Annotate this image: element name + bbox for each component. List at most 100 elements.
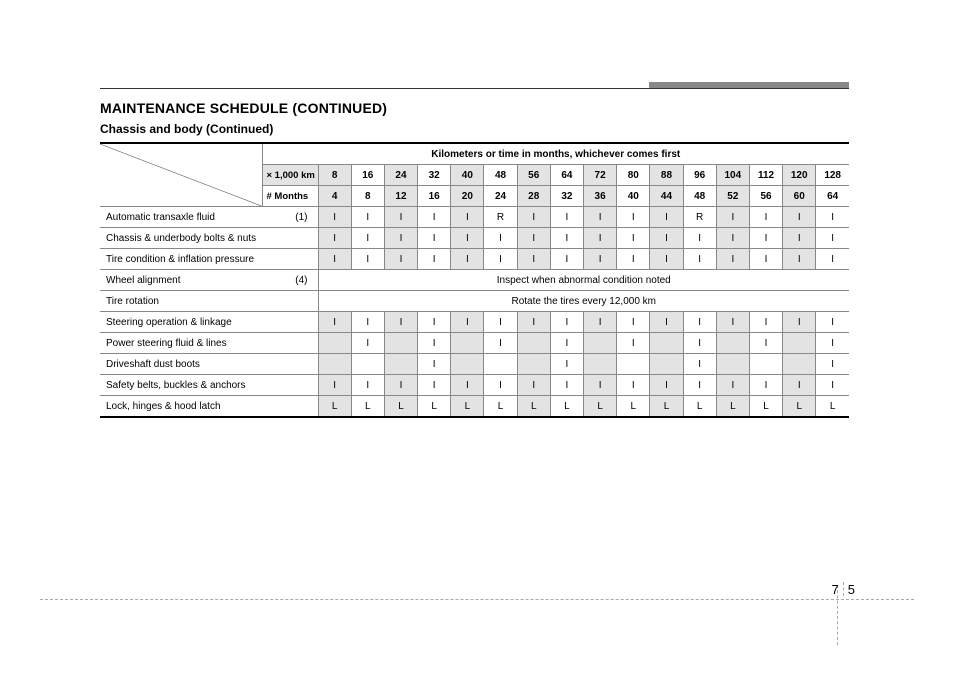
header-number: 88 xyxy=(650,165,683,186)
table-cell: I xyxy=(617,375,650,396)
table-cell: I xyxy=(418,312,451,333)
table-cell: L xyxy=(650,396,683,418)
header-number: 96 xyxy=(683,165,716,186)
table-cell: L xyxy=(783,396,816,418)
table-cell: I xyxy=(584,249,617,270)
table-cell: I xyxy=(749,375,782,396)
header-number: 112 xyxy=(749,165,782,186)
table-cell: I xyxy=(683,375,716,396)
table-cell: L xyxy=(517,396,550,418)
table-cell xyxy=(650,354,683,375)
table-cell: I xyxy=(783,375,816,396)
header-number: 20 xyxy=(451,186,484,207)
table-cell xyxy=(716,333,749,354)
table-cell: L xyxy=(451,396,484,418)
page-number: 75 xyxy=(832,582,856,597)
table-cell: I xyxy=(484,249,517,270)
table-cell: I xyxy=(484,312,517,333)
table-cell: I xyxy=(716,375,749,396)
table-cell xyxy=(451,333,484,354)
table-cell: I xyxy=(351,228,384,249)
table-cell xyxy=(716,354,749,375)
table-cell xyxy=(650,333,683,354)
table-cell: I xyxy=(749,207,782,228)
table-cell: I xyxy=(749,228,782,249)
table-cell: I xyxy=(650,228,683,249)
table-cell: L xyxy=(584,396,617,418)
table-cell: I xyxy=(484,375,517,396)
table-cell: I xyxy=(418,333,451,354)
row-label: Tire rotation xyxy=(100,291,318,312)
table-cell xyxy=(783,333,816,354)
header-number: 60 xyxy=(783,186,816,207)
header-number: 40 xyxy=(617,186,650,207)
table-cell xyxy=(584,333,617,354)
row-label: Safety belts, buckles & anchors xyxy=(100,375,318,396)
table-cell: I xyxy=(716,249,749,270)
table-cell: I xyxy=(650,375,683,396)
table-cell: I xyxy=(617,207,650,228)
table-cell: L xyxy=(318,396,351,418)
table-cell: I xyxy=(584,228,617,249)
table-cell: I xyxy=(418,249,451,270)
table-cell: I xyxy=(716,312,749,333)
table-cell: I xyxy=(384,312,417,333)
table-cell: I xyxy=(584,207,617,228)
header-number: 16 xyxy=(418,186,451,207)
row-label: Chassis & underbody bolts & nuts xyxy=(100,228,318,249)
row-label: Automatic transaxle fluid(1) xyxy=(100,207,318,228)
table-cell: L xyxy=(617,396,650,418)
header-number: 40 xyxy=(451,165,484,186)
table-cell: I xyxy=(783,228,816,249)
table-cell xyxy=(617,354,650,375)
table-cell: I xyxy=(384,228,417,249)
table-cell: I xyxy=(749,312,782,333)
header-number: 32 xyxy=(550,186,583,207)
table-cell: I xyxy=(318,249,351,270)
table-cell: L xyxy=(351,396,384,418)
table-cell: I xyxy=(318,312,351,333)
table-cell: I xyxy=(351,312,384,333)
table-cell: I xyxy=(683,249,716,270)
table-cell: I xyxy=(351,249,384,270)
table-cell: I xyxy=(451,228,484,249)
header-number: 4 xyxy=(318,186,351,207)
header-number: 64 xyxy=(550,165,583,186)
table-cell: I xyxy=(550,312,583,333)
table-cell: L xyxy=(716,396,749,418)
table-cell: I xyxy=(650,207,683,228)
table-cell: I xyxy=(384,249,417,270)
diagonal-header-cell xyxy=(100,143,262,207)
table-cell: I xyxy=(816,333,849,354)
table-cell: I xyxy=(418,228,451,249)
table-cell: L xyxy=(384,396,417,418)
table-cell: I xyxy=(484,333,517,354)
header-number: 8 xyxy=(318,165,351,186)
header-number: 8 xyxy=(351,186,384,207)
row-label: Tire condition & inflation pressure xyxy=(100,249,318,270)
page-subtitle: Chassis and body (Continued) xyxy=(100,122,849,136)
table-cell: I xyxy=(451,375,484,396)
header-number: 44 xyxy=(650,186,683,207)
table-cell: R xyxy=(484,207,517,228)
table-cell: I xyxy=(451,249,484,270)
table-cell: I xyxy=(384,207,417,228)
row-label: Driveshaft dust boots xyxy=(100,354,318,375)
table-cell: I xyxy=(384,375,417,396)
table-cell xyxy=(517,354,550,375)
table-cell xyxy=(318,354,351,375)
table-cell: I xyxy=(749,333,782,354)
row-label: Lock, hinges & hood latch xyxy=(100,396,318,418)
table-cell: I xyxy=(351,333,384,354)
table-cell: L xyxy=(683,396,716,418)
row-label: Wheel alignment(4) xyxy=(100,270,318,291)
table-cell: I xyxy=(617,312,650,333)
header-number: 36 xyxy=(584,186,617,207)
table-cell: I xyxy=(550,207,583,228)
table-cell: I xyxy=(816,228,849,249)
table-cell: I xyxy=(683,333,716,354)
table-cell: I xyxy=(816,354,849,375)
table-cell: I xyxy=(584,312,617,333)
table-cell: I xyxy=(584,375,617,396)
table-cell xyxy=(517,333,550,354)
